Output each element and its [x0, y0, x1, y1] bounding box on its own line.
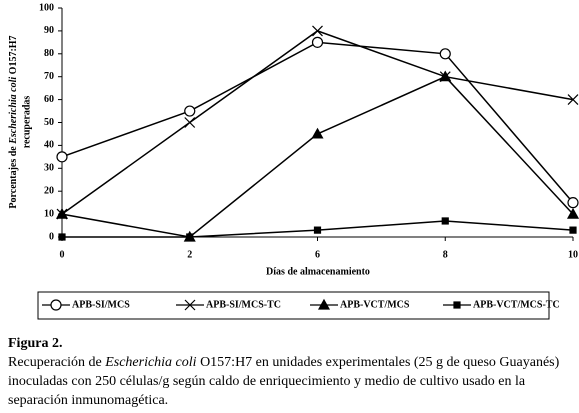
caption: Figura 2. Recuperación de Escherichia co… — [8, 334, 573, 410]
marker — [184, 117, 196, 128]
marker — [439, 70, 452, 82]
marker — [566, 207, 579, 219]
y-tick-label: 20 — [44, 185, 54, 196]
marker — [311, 127, 324, 139]
caption-label: Figura 2. — [8, 336, 63, 351]
legend-marker — [50, 299, 62, 311]
marker — [569, 226, 577, 234]
x-tick-label: 8 — [443, 249, 448, 260]
y-tick-label: 70 — [44, 71, 54, 82]
series-line — [61, 75, 574, 238]
x-tick-label: 2 — [187, 249, 192, 260]
marker — [184, 105, 196, 117]
x-tick-label: 6 — [315, 249, 320, 260]
caption-text: Escherichia coli — [105, 355, 197, 370]
y-label: Porcentajes de Escherichia coli O157:H7 — [8, 35, 19, 208]
legend-label: APB-SI/MCS — [72, 299, 130, 310]
legend-marker — [453, 301, 461, 309]
x-tick-label: 10 — [568, 249, 578, 260]
caption-text: O157:H7 en unidades experimentales (25 g… — [8, 355, 560, 408]
marker — [439, 48, 451, 60]
y-tick-label: 30 — [44, 163, 54, 174]
y-tick-label: 40 — [44, 140, 54, 151]
chart: Porcentajes de Escherichia coli O157:H7 … — [8, 2, 579, 320]
legend-label: APB-VCT/MCS-TC — [473, 299, 560, 310]
legend-marker — [184, 299, 196, 311]
marker — [56, 151, 68, 163]
y-label: recuperadas — [21, 96, 32, 149]
caption-text: Recuperación de — [8, 355, 106, 370]
series-line — [61, 41, 574, 204]
legend-label: APB-VCT/MCS — [340, 299, 410, 310]
legend-marker — [317, 298, 331, 310]
marker — [312, 25, 323, 37]
y-tick-label: 100 — [39, 2, 54, 13]
y-label-part: Porcentajes de — [8, 144, 19, 209]
marker — [567, 197, 579, 209]
y-tick-label: 50 — [44, 117, 54, 128]
marker — [186, 233, 194, 241]
y-label-part: Escherichia coli — [8, 77, 19, 145]
marker — [55, 207, 69, 219]
marker — [311, 36, 324, 48]
legend-box — [37, 291, 550, 320]
y-tick-label: 10 — [44, 208, 54, 219]
y-tick-label: 60 — [44, 94, 54, 105]
legend-label: APB-SI/MCS-TC — [206, 299, 281, 310]
marker — [313, 226, 322, 234]
marker — [567, 94, 579, 106]
y-label-part: O157:H7 — [8, 35, 19, 76]
series-line — [61, 30, 574, 215]
marker — [58, 233, 66, 241]
x-tick-label: 0 — [60, 249, 65, 260]
x-label: Días de almacenamiento — [266, 266, 370, 277]
y-tick-label: 90 — [44, 25, 54, 36]
y-tick-label: 0 — [49, 231, 54, 242]
y-tick-label: 80 — [44, 48, 54, 59]
marker — [441, 217, 449, 225]
